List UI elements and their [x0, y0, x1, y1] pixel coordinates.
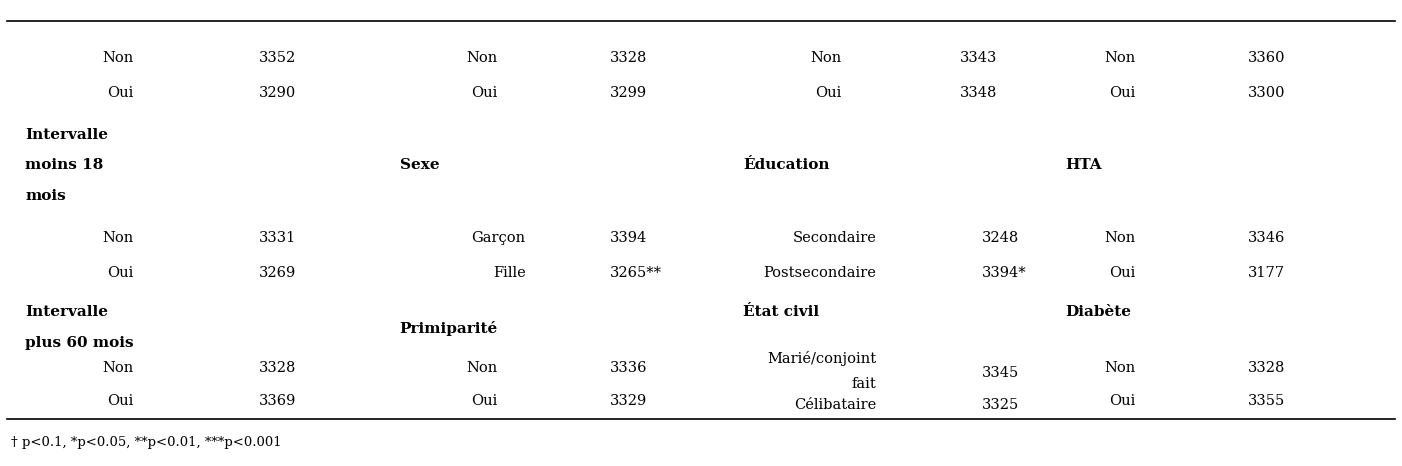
- Text: Non: Non: [1105, 231, 1136, 245]
- Text: 3328: 3328: [259, 361, 297, 375]
- Text: Intervalle: Intervalle: [25, 128, 108, 142]
- Text: Oui: Oui: [1109, 394, 1136, 408]
- Text: Non: Non: [1105, 361, 1136, 375]
- Text: Oui: Oui: [815, 86, 841, 100]
- Text: Diabète: Diabète: [1066, 305, 1131, 319]
- Text: État civil: État civil: [743, 305, 819, 319]
- Text: 3360: 3360: [1248, 51, 1286, 65]
- Text: 3394: 3394: [610, 231, 648, 245]
- Text: Oui: Oui: [471, 86, 498, 100]
- Text: 3346: 3346: [1248, 231, 1286, 245]
- Text: 3248: 3248: [981, 231, 1019, 245]
- Text: Non: Non: [467, 361, 498, 375]
- Text: 3369: 3369: [259, 394, 297, 408]
- Text: Non: Non: [810, 51, 841, 65]
- Text: Oui: Oui: [1109, 86, 1136, 100]
- Text: Non: Non: [1105, 51, 1136, 65]
- Text: Primiparité: Primiparité: [400, 321, 498, 336]
- Text: 3329: 3329: [610, 394, 648, 408]
- Text: 3269: 3269: [259, 266, 297, 280]
- Text: 3331: 3331: [259, 231, 297, 245]
- Text: Postsecondaire: Postsecondaire: [763, 266, 876, 280]
- Text: Oui: Oui: [107, 394, 133, 408]
- Text: Non: Non: [467, 51, 498, 65]
- Text: Fille: Fille: [494, 266, 526, 280]
- Text: 3328: 3328: [1248, 361, 1286, 375]
- Text: † p<0.1, *p<0.05, **p<0.01, ***p<0.001: † p<0.1, *p<0.05, **p<0.01, ***p<0.001: [11, 436, 282, 449]
- Text: Secondaire: Secondaire: [792, 231, 876, 245]
- Text: 3328: 3328: [610, 51, 648, 65]
- Text: 3265**: 3265**: [610, 266, 662, 280]
- Text: Célibataire: Célibataire: [794, 398, 876, 412]
- Text: Éducation: Éducation: [743, 158, 830, 172]
- Text: Oui: Oui: [1109, 266, 1136, 280]
- Text: Garçon: Garçon: [471, 231, 526, 245]
- Text: Non: Non: [102, 51, 133, 65]
- Text: 3325: 3325: [981, 398, 1019, 412]
- Text: 3336: 3336: [610, 361, 648, 375]
- Text: Intervalle: Intervalle: [25, 305, 108, 319]
- Text: Oui: Oui: [107, 266, 133, 280]
- Text: 3299: 3299: [610, 86, 646, 100]
- Text: 3345: 3345: [981, 366, 1019, 380]
- Text: Non: Non: [102, 361, 133, 375]
- Text: 3177: 3177: [1248, 266, 1284, 280]
- Text: Non: Non: [102, 231, 133, 245]
- Text: 3352: 3352: [259, 51, 297, 65]
- Text: 3355: 3355: [1248, 394, 1286, 408]
- Text: 3348: 3348: [960, 86, 998, 100]
- Text: fait: fait: [851, 377, 876, 391]
- Text: moins 18: moins 18: [25, 158, 104, 172]
- Text: plus 60 mois: plus 60 mois: [25, 336, 133, 350]
- Text: HTA: HTA: [1066, 158, 1102, 172]
- Text: 3290: 3290: [259, 86, 297, 100]
- Text: 3343: 3343: [960, 51, 998, 65]
- Text: 3300: 3300: [1248, 86, 1286, 100]
- Text: 3394*: 3394*: [981, 266, 1026, 280]
- Text: Oui: Oui: [471, 394, 498, 408]
- Text: mois: mois: [25, 189, 66, 203]
- Text: Marié/conjoint: Marié/conjoint: [767, 351, 876, 366]
- Text: Sexe: Sexe: [400, 158, 439, 172]
- Text: Oui: Oui: [107, 86, 133, 100]
